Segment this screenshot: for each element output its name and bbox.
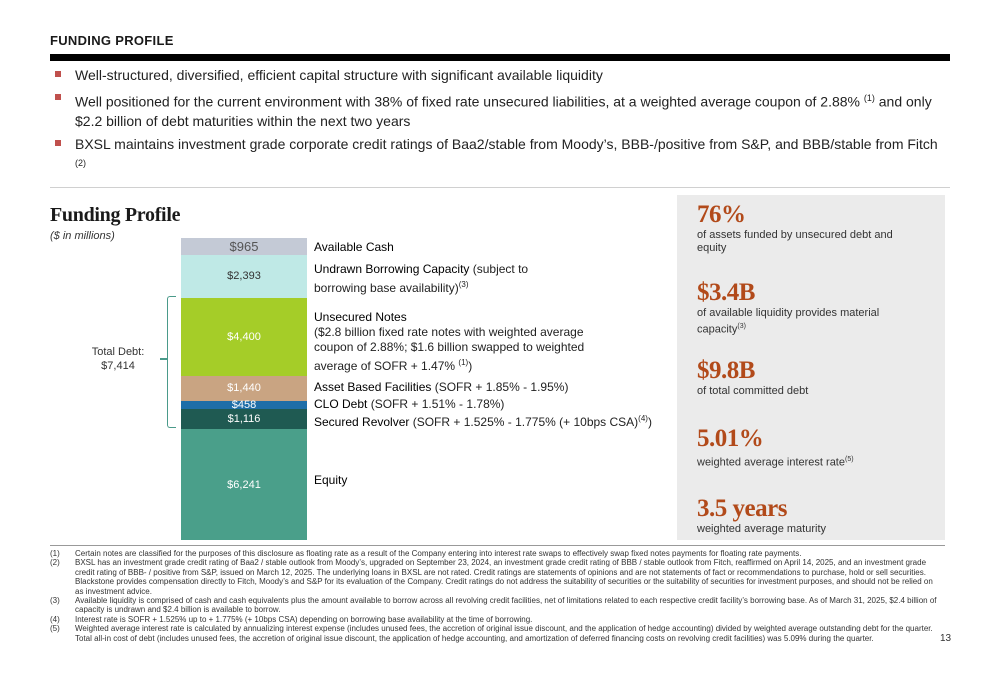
bar-value-label: $6,241: [227, 478, 261, 491]
label-clo-debt: CLO Debt (SOFR + 1.51% - 1.78%): [314, 397, 505, 411]
footnote: (2) BXSL has an investment grade credit r…: [50, 558, 933, 596]
footnote: (5) Weighted average interest rate is cal…: [50, 624, 933, 643]
bullet-text-tail: and only $2.2 billion of debt maturities…: [75, 93, 932, 129]
label-available-cash: Available Cash: [314, 240, 394, 254]
section-title: FUNDING PROFILE: [50, 33, 174, 48]
stat-assets-funded: 76% of assets funded by unsecured debt a…: [697, 201, 893, 254]
chart-subtitle: ($ in millions): [50, 230, 115, 242]
bullet-square-icon: [55, 139, 61, 146]
bar-value-label: $2,393: [227, 270, 261, 283]
bar-value-label: $1,116: [227, 413, 261, 426]
footnote-ref: (1): [863, 93, 875, 103]
label-equity: Equity: [314, 473, 348, 487]
footnotes: (1) Certain notes are classified for the …: [50, 549, 940, 643]
bullet-text: Well-structured, diversified, efficient …: [75, 67, 603, 83]
stat-committed-debt: $9.8B of total committed debt: [697, 357, 809, 397]
bar-segment-equity: $6,241: [181, 429, 307, 540]
bar-value-label: $458: [231, 399, 257, 412]
bullet-text: BXSL maintains investment grade corporat…: [75, 135, 938, 152]
total-debt-label: Total Debt: $7,414: [91, 346, 145, 372]
divider: [50, 187, 950, 188]
bar-segment-undrawn-borrowing-capacity: $2,393: [181, 255, 307, 298]
label-undrawn-capacity: Undrawn Borrowing Capacity (subject to b…: [314, 262, 529, 295]
label-secured-revolver: Secured Revolver (SOFR + 1.525% - 1.775%…: [314, 414, 652, 429]
stat-interest-rate: 5.01% weighted average interest rate(5): [697, 425, 854, 469]
bullet-square-icon: [55, 94, 61, 100]
bar-value-label: $4,400: [227, 330, 261, 343]
stats-panel: 76% of assets funded by unsecured debt a…: [677, 195, 945, 540]
total-debt-brace-tip: [160, 358, 168, 360]
bar-segment-available-cash: $965: [181, 238, 307, 256]
label-asset-based-facilities: Asset Based Facilities (SOFR + 1.85% - 1…: [314, 380, 569, 394]
page-number: 13: [940, 633, 952, 644]
stat-average-maturity: 3.5 years weighted average maturity: [697, 495, 827, 535]
label-unsecured-notes: Unsecured Notes ($2.8 billion fixed rate…: [314, 310, 585, 373]
chart-title: Funding Profile: [50, 204, 181, 226]
bullet-square-icon: [55, 71, 61, 77]
bullet-text: Well positioned for the current environm…: [75, 93, 860, 110]
bar-segment-asset-based-facilities: $1,440: [181, 375, 307, 402]
bar-value-label: $965: [229, 239, 259, 255]
stat-available-liquidity: $3.4B of available liquidity provides ma…: [697, 279, 880, 336]
bullet-list: Well-structured, diversified, efficient …: [50, 66, 950, 180]
bullet-item: Well positioned for the current environm…: [50, 89, 950, 131]
bar-segment-clo-debt: $458: [181, 399, 307, 412]
footnote: (4) Interest rate is SOFR + 1.525% up to …: [50, 614, 533, 624]
bar-segment-secured-revolver: $1,116: [181, 409, 307, 430]
footnote-rule: [50, 545, 945, 546]
bar-value-label: $1,440: [227, 382, 261, 395]
footnote: (3) Available liquidity is comprised of c…: [50, 596, 937, 615]
bullet-item: Well-structured, diversified, efficient …: [50, 66, 950, 85]
footnote: (1) Certain notes are classified for the …: [50, 549, 802, 558]
header-rule: [50, 54, 950, 61]
footnote-ref: (2): [75, 157, 86, 168]
total-debt-brace: [167, 296, 176, 428]
bullet-item: BXSL maintains investment grade corporat…: [50, 135, 950, 177]
bar-segment-unsecured-notes: $4,400: [181, 297, 307, 376]
